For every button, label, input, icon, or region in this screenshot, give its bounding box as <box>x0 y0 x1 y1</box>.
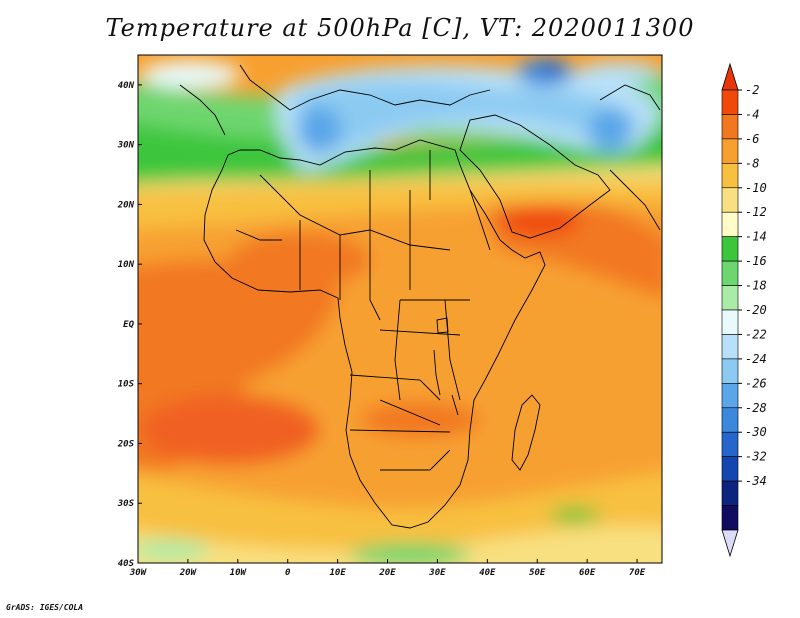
colorbar-label: -22 <box>745 327 767 341</box>
colorbar-label: -26 <box>745 376 767 390</box>
colorbar-label: -34 <box>745 474 767 488</box>
colorbar-label: -14 <box>745 230 767 244</box>
colorbar-swatch <box>721 285 739 311</box>
colorbar-swatch <box>721 358 739 384</box>
colorbar-swatch <box>721 505 739 531</box>
colorbar-label: -20 <box>745 303 767 317</box>
colorbar-label: -6 <box>745 132 759 146</box>
colorbar-swatch <box>721 187 739 213</box>
credit-label: GrADS: IGES/COLA <box>6 603 84 612</box>
colorbar-top-arrow <box>721 62 739 91</box>
lon-tick-label: 50E <box>529 568 546 578</box>
chart-title: Temperature at 500hPa [C], VT: 202001130… <box>105 14 695 42</box>
lon-tick-label: 10E <box>329 568 346 578</box>
lat-tick-label: 30S <box>117 499 135 509</box>
colorbar-label: -4 <box>745 107 759 121</box>
colorbar-swatch <box>721 236 739 262</box>
colorbar-label: -10 <box>745 181 767 195</box>
colorbar-swatch <box>721 407 739 433</box>
colorbar-swatch <box>721 334 739 360</box>
coastlines <box>179 64 661 529</box>
colorbar-swatch <box>721 163 739 189</box>
colorbar-swatch <box>721 480 739 506</box>
colorbar-label: -16 <box>745 254 767 268</box>
temperature-field <box>138 55 662 563</box>
colorbar-swatch <box>721 89 739 115</box>
colorbar-swatch <box>721 260 739 286</box>
lat-tick-label: 10N <box>118 260 135 270</box>
lon-tick-label: 20W <box>179 568 198 578</box>
lat-tick-label: 40N <box>118 81 135 91</box>
lon-tick-label: 40E <box>479 568 496 578</box>
lon-tick-label: 20E <box>378 568 396 578</box>
colorbar-swatch <box>721 114 739 140</box>
colorbar-label: -24 <box>745 352 767 366</box>
axis-ticks: 30W 20W 10W 0 10E 20E 30E 40E 50E 60E 70E 40N 30N 20N… <box>117 81 646 578</box>
lat-tick-label: 30N <box>117 141 135 151</box>
colorbar-swatch <box>721 383 739 409</box>
colorbar-swatch <box>721 211 739 237</box>
colorbar-label: -30 <box>745 425 767 439</box>
lat-tick-label: 10S <box>118 380 135 390</box>
colorbar-label: -32 <box>745 450 767 464</box>
colorbar-label: -2 <box>745 83 759 97</box>
lon-tick-label: 30W <box>129 568 148 578</box>
lon-tick-label: 60E <box>579 568 596 578</box>
colorbar-label: -12 <box>745 205 767 219</box>
colorbar: -2 -4 -6 -8 -10 -12 -14 -16 -18 -20 -22 -24 -26 -28 -3… <box>721 62 767 558</box>
lon-tick-label: 10W <box>230 568 248 578</box>
lat-tick-label: EQ <box>123 320 134 330</box>
colorbar-swatch <box>721 309 739 335</box>
lat-tick-label: 40S <box>118 559 135 569</box>
lon-tick-label: 0 <box>285 568 291 578</box>
lat-tick-label: 20N <box>117 200 135 210</box>
lon-tick-label: 70E <box>629 568 646 578</box>
colorbar-label: -18 <box>745 279 767 293</box>
colorbar-swatch <box>721 456 739 482</box>
colorbar-swatch <box>721 431 739 457</box>
colorbar-bottom-arrow <box>721 529 739 558</box>
lat-tick-label: 20S <box>117 439 135 449</box>
colorbar-label: -8 <box>745 156 759 170</box>
lon-tick-label: 30E <box>428 568 446 578</box>
map-frame <box>137 54 663 564</box>
colorbar-label: -28 <box>745 401 767 415</box>
colorbar-swatch <box>721 138 739 164</box>
